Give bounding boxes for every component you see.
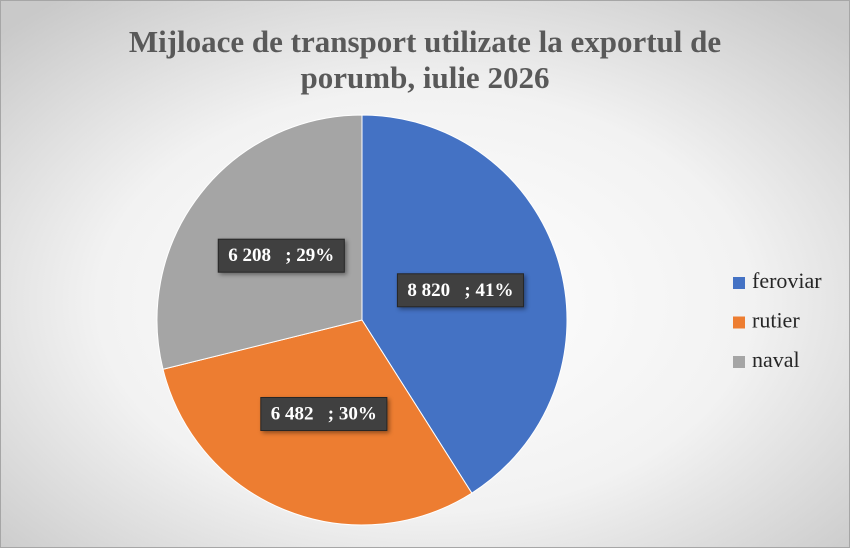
legend-label: feroviar	[752, 268, 822, 293]
data-label-box	[260, 396, 388, 431]
legend-label: naval	[752, 347, 800, 372]
data-label-text: 6 208 ; 29%	[228, 245, 334, 266]
data-label-text: 8 820 ; 41%	[407, 280, 513, 301]
data-label: 6 208 ; 29%	[217, 238, 345, 273]
data-label-text: 6 482 ; 30%	[271, 403, 377, 424]
legend-label: rutier	[752, 308, 800, 333]
data-label-box	[217, 238, 345, 273]
data-label: 8 820 ; 41%	[396, 273, 524, 308]
legend-marker	[733, 356, 745, 368]
data-label-box	[396, 273, 524, 308]
chart-title: Mijloace de transport utilizate la expor…	[129, 24, 721, 95]
data-label: 6 482 ; 30%	[260, 396, 388, 431]
legend-marker	[733, 316, 745, 329]
legend-marker	[733, 277, 745, 289]
